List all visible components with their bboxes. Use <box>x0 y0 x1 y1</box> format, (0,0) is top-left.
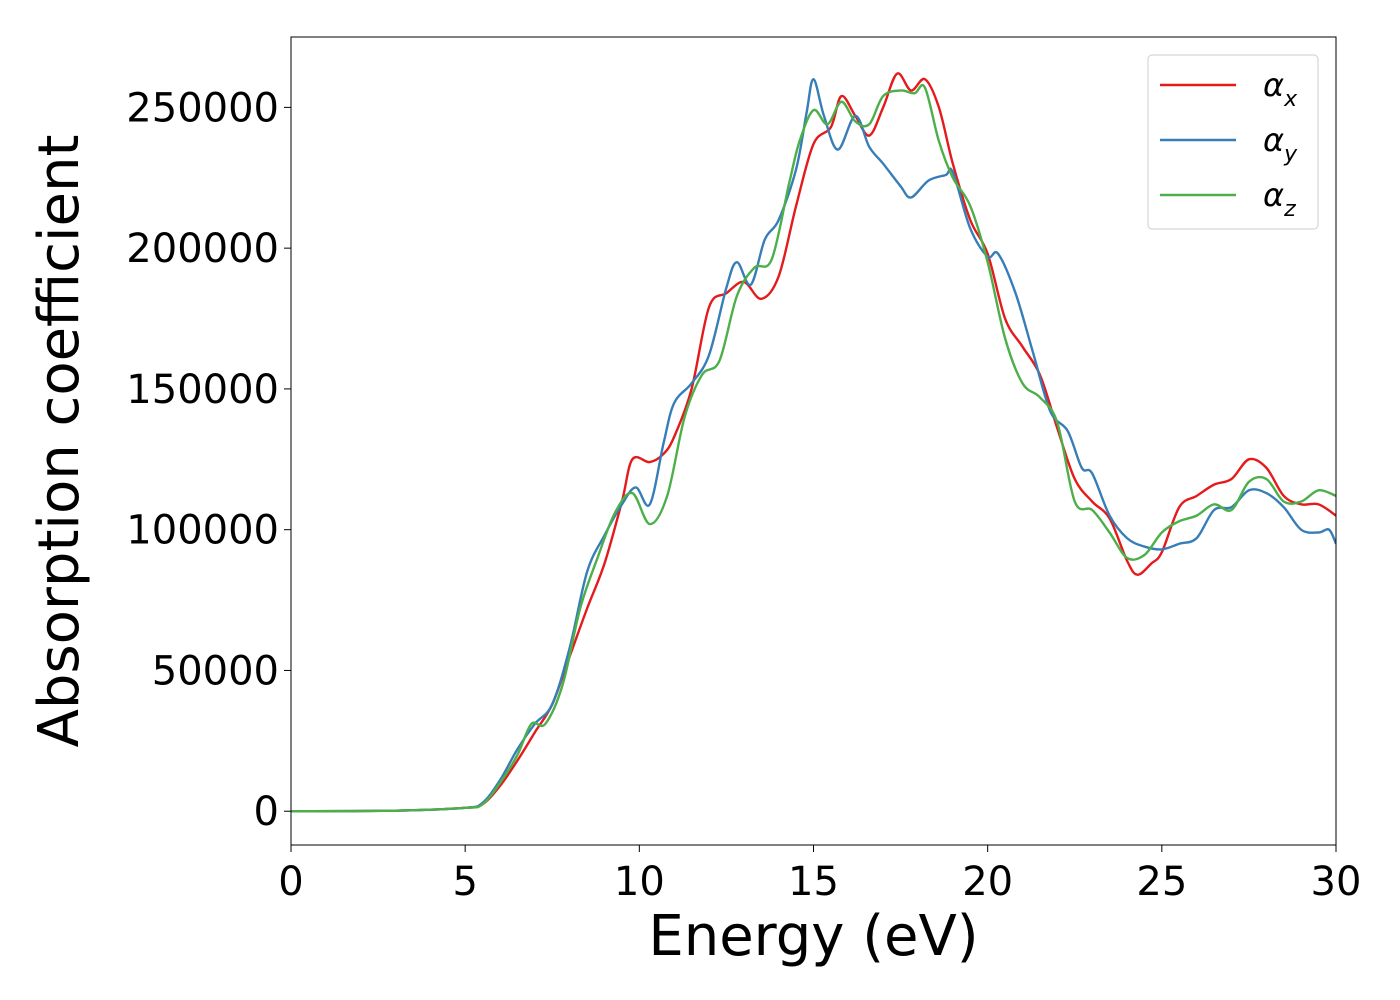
legend-box <box>1147 54 1319 230</box>
y-tick-label: 0 <box>254 789 279 835</box>
y-tick-label: 50000 <box>152 648 279 694</box>
x-tick-label: 5 <box>452 859 477 905</box>
series-line-alpha-x <box>291 72 1336 813</box>
legend-subscript: z <box>1283 197 1296 222</box>
y-tick-label: 200000 <box>126 226 279 272</box>
y-tick-label: 100000 <box>126 508 279 554</box>
y-axis-title: Absorption coefficient <box>27 135 92 748</box>
legend-subscript: x <box>1283 87 1298 112</box>
x-tick-label: 0 <box>278 859 303 905</box>
y-axis-ticks: 0 50000 100000 150000 200000 250000 <box>126 85 291 835</box>
x-tick-label: 20 <box>962 859 1013 905</box>
x-axis-title: Energy (eV) <box>648 904 978 969</box>
series-layer <box>291 72 1336 813</box>
series-line-alpha-z <box>291 83 1336 813</box>
x-tick-label: 30 <box>1311 859 1362 905</box>
legend-subscript: y <box>1283 142 1298 167</box>
y-tick-label: 250000 <box>126 85 279 131</box>
y-tick-label: 150000 <box>126 367 279 413</box>
x-axis-ticks: 0 5 10 15 20 25 30 <box>278 845 1361 905</box>
x-tick-label: 15 <box>788 859 839 905</box>
series-line-alpha-y <box>291 78 1336 813</box>
x-tick-label: 10 <box>614 859 665 905</box>
x-tick-label: 25 <box>1136 859 1187 905</box>
